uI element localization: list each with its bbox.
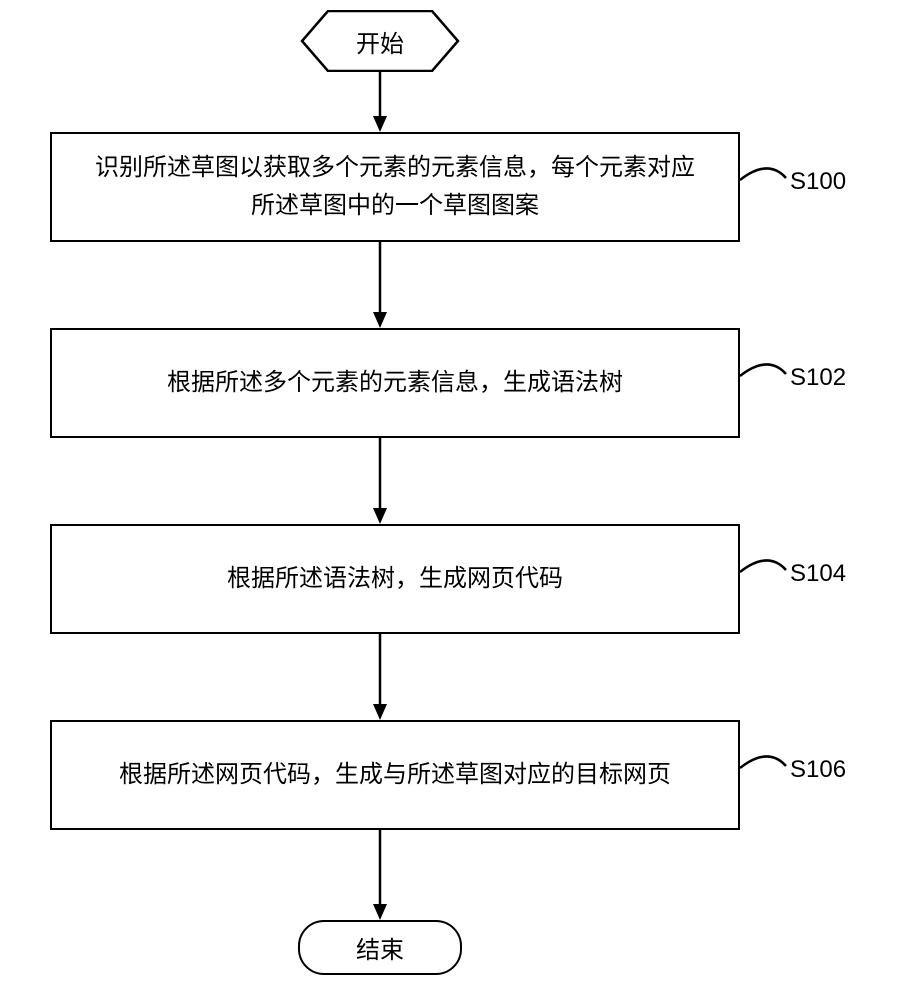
step-s106: 根据所述网页代码，生成与所述草图对应的目标网页 — [50, 720, 740, 830]
step-s100-text: 识别所述草图以获取多个元素的元素信息，每个元素对应 所述草图中的一个草图图案 — [95, 149, 695, 226]
step-s102-label: S102 — [790, 364, 846, 392]
label-connector-s106 — [740, 743, 790, 773]
step-s102: 根据所述多个元素的元素信息，生成语法树 — [50, 328, 740, 438]
step-s100-label: S100 — [790, 168, 846, 196]
step-s102-text: 根据所述多个元素的元素信息，生成语法树 — [167, 364, 623, 402]
step-s106-text: 根据所述网页代码，生成与所述草图对应的目标网页 — [119, 756, 671, 794]
end-terminator: 结束 — [298, 920, 462, 975]
step-s104-text: 根据所述语法树，生成网页代码 — [227, 560, 563, 598]
step-s104: 根据所述语法树，生成网页代码 — [50, 524, 740, 634]
label-connector-s100 — [740, 155, 790, 185]
step-s104-label: S104 — [790, 560, 846, 588]
edge-start-s100 — [370, 72, 390, 132]
start-terminator: 开始 — [300, 10, 460, 72]
edge-s102-s104 — [370, 438, 390, 524]
start-label: 开始 — [356, 24, 404, 59]
end-label: 结束 — [356, 930, 404, 965]
edge-s104-s106 — [370, 634, 390, 720]
step-s100: 识别所述草图以获取多个元素的元素信息，每个元素对应 所述草图中的一个草图图案 — [50, 132, 740, 242]
edge-s106-end — [370, 830, 390, 920]
label-connector-s102 — [740, 351, 790, 381]
edge-s100-s102 — [370, 242, 390, 328]
flowchart-canvas: 开始 识别所述草图以获取多个元素的元素信息，每个元素对应 所述草图中的一个草图图… — [0, 0, 901, 1000]
label-connector-s104 — [740, 547, 790, 577]
step-s106-label: S106 — [790, 756, 846, 784]
